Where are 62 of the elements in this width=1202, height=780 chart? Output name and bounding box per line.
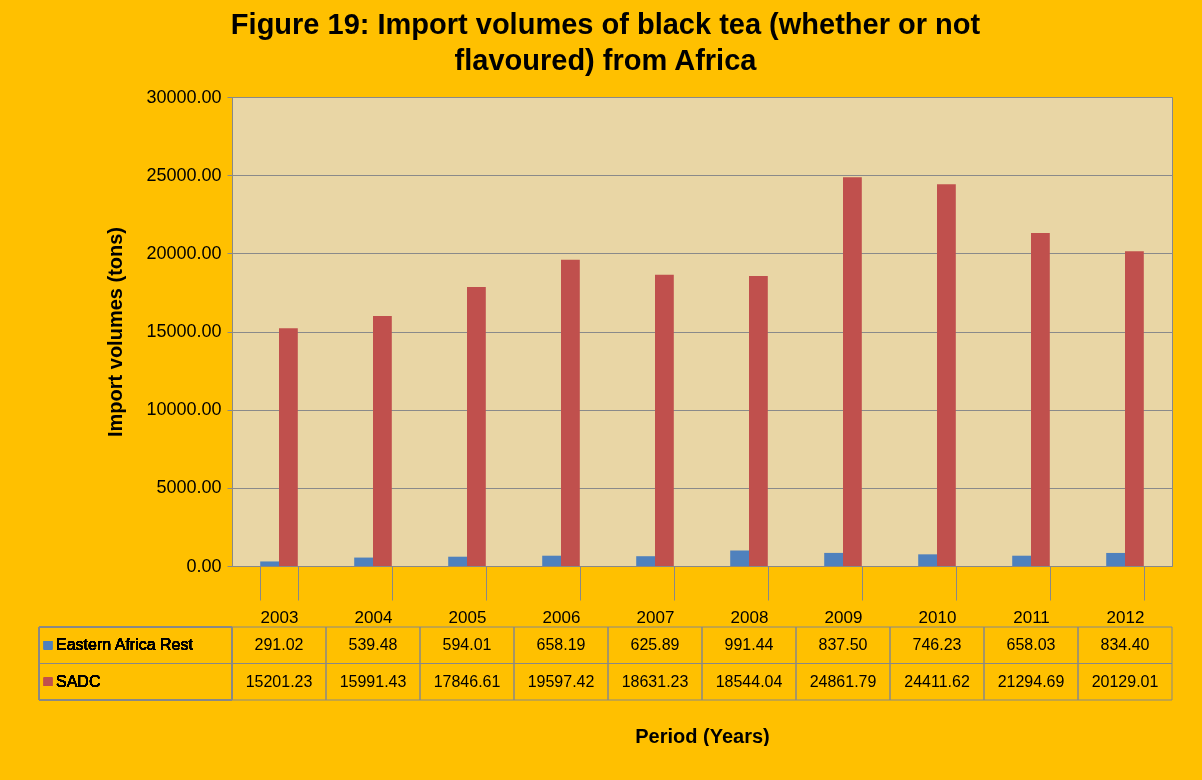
data-label: 17846.61 xyxy=(433,672,501,690)
chart-title: Figure 19: Import volumes of black tea (whether or not flavoured) from Africa xyxy=(230,7,981,76)
bar xyxy=(918,554,937,566)
data-label: 991.44 xyxy=(724,636,774,654)
y-axis-title: Import volumes (tons) xyxy=(104,226,127,438)
data-label: 15201.23 xyxy=(245,672,313,690)
x-tick-label: 2010 xyxy=(918,607,957,627)
data-label: 746.23 xyxy=(912,636,962,654)
y-tick-label: 15000.00 xyxy=(146,321,222,341)
x-tick-label: 2006 xyxy=(542,607,581,627)
y-tick-label: 5000.00 xyxy=(156,477,222,498)
bar xyxy=(354,557,373,566)
x-axis-title: Period (Years) xyxy=(635,724,770,747)
bar xyxy=(467,287,486,566)
data-label: 15991.43 xyxy=(339,672,407,690)
x-tick-label: 2011 xyxy=(1013,607,1050,627)
y-tick-label: 30000.00 xyxy=(146,86,222,107)
data-label: 625.89 xyxy=(630,636,680,654)
data-label: 594.01 xyxy=(442,636,492,654)
data-label: 24861.79 xyxy=(809,672,877,690)
x-tick-label: 2008 xyxy=(730,607,769,627)
data-label: 20129.01 xyxy=(1091,672,1159,690)
bar xyxy=(1031,233,1050,566)
bar xyxy=(448,556,467,566)
bar xyxy=(1012,555,1031,566)
data-label: 24411.62 xyxy=(904,672,970,690)
y-tick-label: 20000.00 xyxy=(146,242,222,263)
data-label: 539.48 xyxy=(348,636,398,654)
bar xyxy=(749,276,768,566)
y-tick-label: 10000.00 xyxy=(146,399,222,420)
legend-label: SADC xyxy=(56,672,101,690)
x-tick-label: 2003 xyxy=(260,607,299,627)
data-label: 19597.42 xyxy=(527,672,595,690)
bar xyxy=(730,550,749,566)
bar xyxy=(843,177,862,566)
bar xyxy=(260,561,279,566)
data-label: 658.03 xyxy=(1006,636,1056,654)
bar xyxy=(655,274,674,566)
x-tick-label: 2004 xyxy=(354,607,393,627)
x-tick-label: 2012 xyxy=(1106,607,1145,627)
bar xyxy=(636,556,655,566)
bar xyxy=(937,184,956,566)
bar xyxy=(373,316,392,566)
data-label: 18631.23 xyxy=(621,672,689,690)
x-tick-label: 2009 xyxy=(824,607,863,627)
bar xyxy=(1106,552,1125,566)
legend-label: Eastern Africa Rest xyxy=(56,636,194,654)
bar xyxy=(1125,251,1144,566)
x-tick-label: 2005 xyxy=(448,607,487,627)
x-tick-label: 2007 xyxy=(636,607,675,627)
data-label: 21294.69 xyxy=(997,672,1065,690)
y-tick-label: 0.00 xyxy=(186,555,222,576)
bar xyxy=(824,552,843,566)
data-label: 658.19 xyxy=(536,636,586,654)
data-label: 291.02 xyxy=(254,636,304,654)
data-label: 837.50 xyxy=(818,636,868,654)
y-tick-label: 25000.00 xyxy=(146,164,222,185)
bar xyxy=(542,555,561,566)
data-label: 18544.04 xyxy=(715,672,783,690)
bar xyxy=(561,259,580,566)
bar xyxy=(279,328,298,566)
data-label: 834.40 xyxy=(1100,636,1150,654)
